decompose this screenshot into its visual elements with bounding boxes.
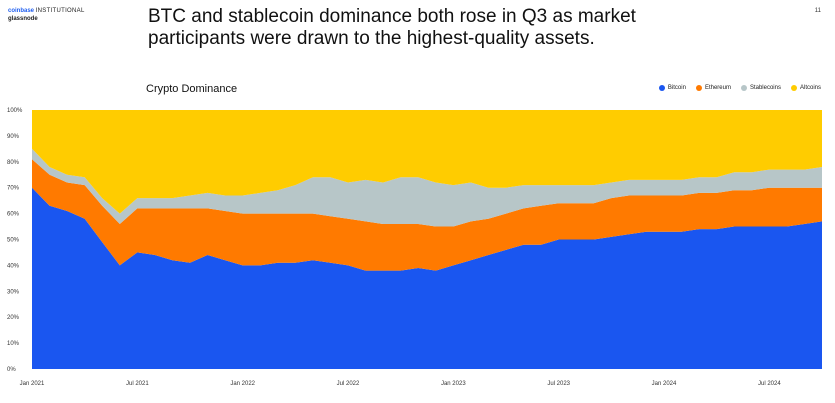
y-tick-label: 0% [7,367,16,373]
y-tick-label: 50% [7,238,20,244]
area-stablecoins [32,148,822,227]
brand-logo: coinbase INSTITUTIONAL glassnode [8,7,85,23]
x-tick-label: Jul 2022 [337,381,360,387]
y-tick-label: 100% [7,108,23,114]
legend-swatch-stablecoins [740,85,747,91]
legend-label-stablecoins: Stablecoins [749,85,781,91]
y-tick-label: 30% [7,289,20,295]
legend-swatch-ethereum [695,85,702,91]
legend-item-bitcoin: Bitcoin [658,85,686,91]
y-tick-label: 80% [7,160,20,166]
legend-item-altcoins: Altcoins [790,85,821,91]
y-tick-label: 40% [7,263,20,269]
x-tick-label: Jan 2021 [20,381,45,387]
legend-label-ethereum: Ethereum [704,85,731,91]
y-tick-label: 10% [7,341,20,347]
headline: BTC and stablecoin dominance both rose i… [148,6,636,49]
x-tick-label: Jul 2021 [126,381,149,387]
area-ethereum [32,159,822,271]
legend-swatch-bitcoin [658,85,665,91]
y-tick-label: 60% [7,212,20,218]
glassnode-wordmark: glassnode [8,16,38,22]
x-tick-label: Jul 2024 [758,381,781,387]
x-tick-label: Jan 2023 [441,381,466,387]
page-number: 11 [814,8,821,14]
x-tick-label: Jan 2022 [230,381,255,387]
area-bitcoin [32,187,822,369]
area-altcoins [32,110,822,214]
y-tick-label: 20% [7,315,20,321]
legend-swatch-altcoins [790,85,797,91]
legend-label-altcoins: Altcoins [799,85,821,91]
legend-label-bitcoin: Bitcoin [667,85,686,91]
y-tick-label: 90% [7,134,20,140]
coinbase-wordmark: coinbase [8,8,35,14]
institutional-label: INSTITUTIONAL [35,8,85,14]
legend-item-ethereum: Ethereum [695,85,731,91]
chart-title: Crypto Dominance [146,83,238,95]
chart-legend: Bitcoin Ethereum Stablecoins Altcoins [658,85,821,91]
y-tick-label: 70% [7,186,20,192]
legend-item-stablecoins: Stablecoins [740,85,781,91]
x-tick-label: Jul 2023 [547,381,570,387]
x-tick-label: Jan 2024 [652,381,677,387]
